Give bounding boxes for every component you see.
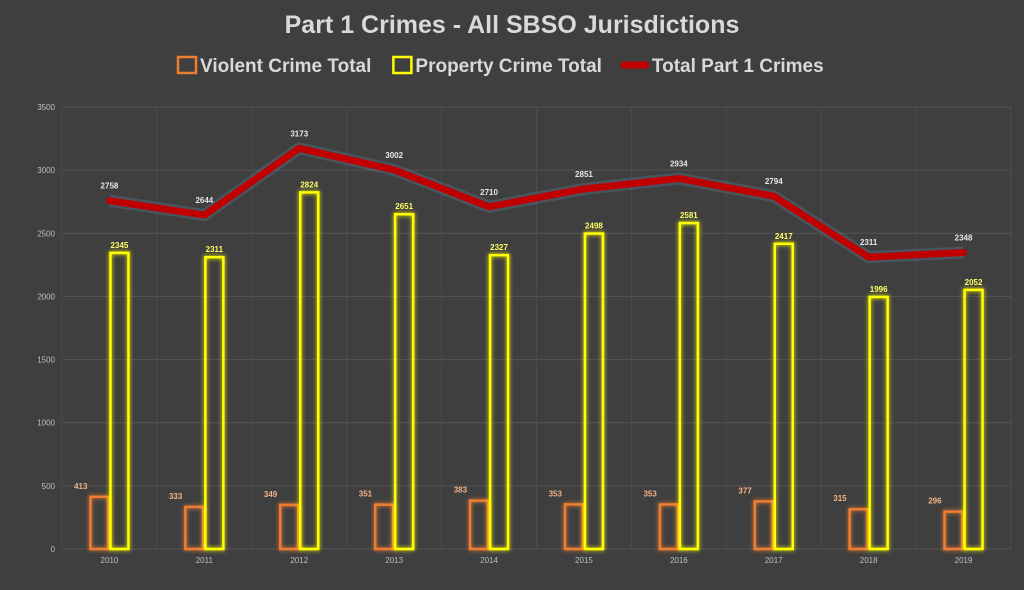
- x-tick-label: 2019: [955, 556, 973, 565]
- x-tick-label: 2010: [101, 556, 119, 565]
- data-label-total: 2851: [575, 170, 593, 179]
- x-tick-label: 2016: [670, 556, 688, 565]
- x-tick-label: 2012: [290, 556, 308, 565]
- data-label-property: 2498: [585, 222, 603, 231]
- x-axis: 2010 2011 2012 2013 2014 2015 2016 2017 2018 2019: [101, 556, 973, 565]
- data-label-total: 3002: [385, 151, 403, 160]
- data-label-violent: 351: [359, 490, 373, 499]
- bar-violent: [943, 510, 964, 551]
- data-label-total: 2710: [480, 188, 498, 197]
- data-label-property: 2581: [680, 211, 698, 220]
- y-tick-label: 3500: [37, 103, 55, 112]
- data-label-violent: 377: [738, 486, 752, 495]
- data-label-total: 2934: [670, 159, 688, 168]
- x-tick-label: 2015: [575, 556, 593, 565]
- legend-label: Property Crime Total: [415, 56, 602, 77]
- bar-violent: [184, 505, 205, 551]
- legend-label: Total Part 1 Crimes: [652, 56, 824, 77]
- bar-property: [393, 212, 415, 551]
- y-tick-label: 2000: [37, 292, 55, 301]
- y-tick-label: 2500: [37, 229, 55, 238]
- data-label-total: 2644: [195, 196, 213, 205]
- y-tick-label: 1500: [37, 356, 55, 365]
- bar-property: [204, 255, 225, 551]
- bar-violent: [848, 507, 869, 551]
- bar-property: [773, 242, 794, 551]
- data-label-violent: 353: [643, 489, 657, 498]
- bar-violent: [753, 500, 774, 551]
- bar-violent: [89, 495, 110, 551]
- legend-swatch-box: [176, 55, 198, 75]
- data-label-total: 2348: [955, 233, 973, 242]
- bars: [89, 191, 984, 551]
- data-label-property: 2327: [490, 243, 508, 252]
- bar-property: [583, 232, 605, 551]
- bar-property: [109, 251, 130, 551]
- data-label-violent: 296: [928, 497, 942, 506]
- data-label-property: 2311: [206, 245, 224, 254]
- legend-label: Violent Crime Total: [200, 56, 371, 77]
- data-label-violent: 315: [833, 494, 847, 503]
- data-label-property: 1996: [870, 285, 888, 294]
- data-label-total: 2758: [101, 182, 119, 191]
- bar-property: [868, 295, 889, 551]
- data-label-total: 2794: [765, 177, 783, 186]
- bar-property: [488, 253, 510, 551]
- data-label-violent: 349: [264, 490, 278, 499]
- y-tick-label: 500: [42, 482, 56, 491]
- data-label-property: 2345: [111, 241, 129, 250]
- y-tick-label: 1000: [37, 419, 55, 428]
- bar-property: [678, 221, 700, 551]
- bar-property: [963, 288, 984, 551]
- line-total: [105, 144, 968, 261]
- data-label-property: 2052: [965, 278, 983, 287]
- data-label-violent: 333: [169, 492, 183, 501]
- data-label-property: 2417: [775, 232, 793, 241]
- line-series: [105, 142, 968, 264]
- y-axis: 0 500 1000 1500 2000 2500 3000 3500: [37, 103, 55, 554]
- x-tick-label: 2013: [385, 556, 403, 565]
- data-label-total: 2311: [860, 238, 878, 247]
- bar-violent: [468, 499, 490, 551]
- data-label-violent: 413: [74, 482, 88, 491]
- y-tick-label: 3000: [37, 166, 55, 175]
- data-labels: 413 333 349 351 383 353 353 377 315 296 2345 2311 28…: [74, 129, 983, 505]
- bar-violent: [563, 503, 585, 551]
- data-label-property: 2651: [395, 202, 413, 211]
- bar-violent: [279, 503, 300, 551]
- bar-violent: [658, 503, 680, 551]
- data-label-violent: 383: [454, 486, 468, 495]
- data-label-total: 3173: [290, 129, 308, 138]
- legend-swatch-box: [392, 55, 413, 75]
- data-label-property: 2824: [300, 180, 318, 189]
- chart-title: Part 1 Crimes - All SBSO Jurisdictions: [285, 11, 740, 39]
- x-tick-label: 2011: [196, 556, 214, 565]
- x-tick-label: 2014: [480, 556, 498, 565]
- bar-property: [299, 191, 320, 551]
- x-tick-label: 2017: [765, 556, 783, 565]
- y-tick-label: 0: [51, 545, 56, 554]
- bar-violent: [373, 503, 395, 551]
- legend: Violent Crime Total Property Crime Total T…: [176, 55, 824, 77]
- x-tick-label: 2018: [860, 556, 878, 565]
- data-label-violent: 353: [549, 489, 563, 498]
